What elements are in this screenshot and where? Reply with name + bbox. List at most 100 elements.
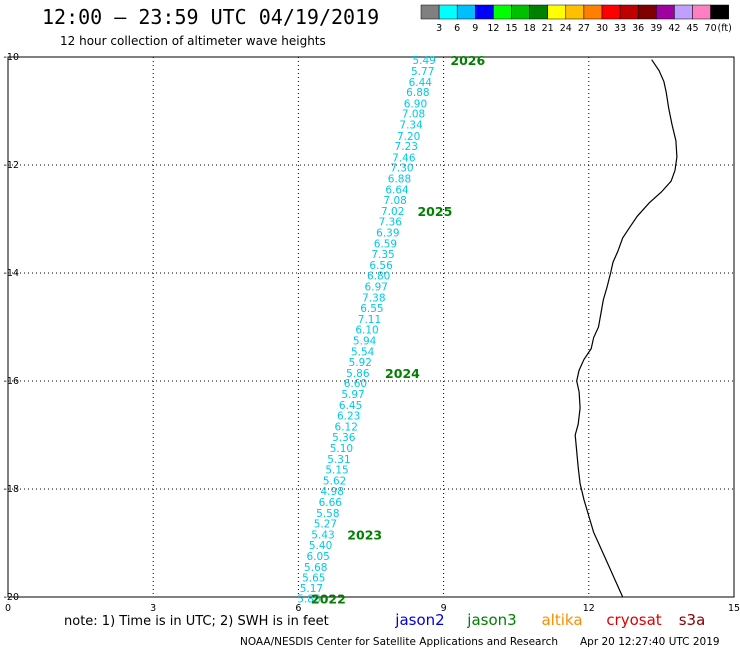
wave-height-reading: 6.80 (367, 271, 390, 283)
wave-height-reading: 5.97 (341, 389, 364, 401)
scale-swatch-12 (637, 4, 657, 20)
coastline (574, 59, 678, 598)
wave-height-reading: 6.88 (388, 174, 411, 186)
wave-height-reading: 5.92 (349, 357, 372, 369)
scale-swatch-4 (493, 4, 512, 20)
scale-swatch-3 (475, 4, 494, 20)
scale-swatch-10 (601, 4, 621, 20)
satellite-legend-altika: altika (541, 611, 582, 629)
footer-timestamp: Apr 20 12:27:40 UTC 2019 (580, 636, 720, 648)
map-grid (8, 57, 734, 597)
scale-swatch-15 (692, 4, 711, 20)
scale-label: 24 (560, 23, 572, 34)
wave-height-reading: 6.60 (344, 378, 367, 390)
coastline-path (574, 59, 678, 598)
map-title: 12:00 — 23:59 UTC 04/19/2019 (42, 5, 379, 29)
scale-swatch-13 (656, 4, 675, 20)
y-tick-label: -16 (3, 376, 19, 387)
x-tick-label: 0 (5, 603, 11, 614)
y-tick-label: -12 (3, 160, 19, 171)
scale-swatch-11 (619, 4, 639, 20)
pass-time-label: 2026 (450, 53, 485, 68)
wave-height-reading: 5.86 (346, 368, 370, 380)
map-panel: 5.495.776.446.886.907.087.347.207.237.46… (3, 52, 740, 614)
map-axes: 0 3 6 9 12 15 -10 -12 -14 -16 -18 -20 (3, 52, 740, 614)
scale-label: 39 (650, 23, 662, 34)
wave-height-reading: 7.35 (371, 249, 394, 261)
satellite-track: 5.495.776.446.886.907.087.347.207.237.46… (297, 55, 436, 605)
x-tick-label: 6 (295, 603, 301, 614)
wave-height-reading: 5.40 (309, 540, 332, 552)
satellite-legend-jason2: jason2 (394, 611, 444, 629)
wave-height-reading: 7.11 (358, 314, 381, 326)
wave-height-reading: 7.30 (390, 163, 413, 175)
wave-height-reading: 6.66 (319, 497, 343, 509)
wave-height-reading: 5.36 (332, 432, 356, 444)
scale-unit: (ft) (718, 23, 732, 34)
scale-label: 36 (632, 23, 644, 34)
wave-height-reading: 5.15 (325, 465, 348, 477)
wave-height-reading: 5.31 (327, 454, 350, 466)
scale-label: 18 (524, 23, 536, 34)
footer-note: note: 1) Time is in UTC; 2) SWH is in fe… (64, 614, 329, 629)
pass-time-label: 2022 (311, 592, 346, 607)
wave-height-reading: 5.62 (323, 475, 346, 487)
wave-height-reading: 7.20 (397, 131, 420, 143)
scale-swatch-6 (529, 4, 548, 20)
scale-label: 3 (436, 23, 442, 34)
scale-label: 30 (596, 23, 608, 34)
scale-label: 6 (454, 23, 460, 34)
wave-height-reading: 5.86 (297, 594, 321, 606)
wave-height-reading: 6.05 (306, 551, 329, 563)
wave-height-reading: 5.49 (412, 55, 435, 67)
x-tick-label: 15 (728, 603, 740, 614)
scale-swatch-7 (547, 4, 567, 20)
x-tick-label: 12 (583, 603, 595, 614)
wave-height-reading: 4.98 (321, 486, 344, 498)
scale-label: 9 (472, 23, 478, 34)
wave-height-reading: 5.65 (302, 573, 325, 585)
x-tick-label: 3 (150, 603, 156, 614)
x-tick-label: 9 (441, 603, 447, 614)
wave-height-reading: 6.56 (369, 260, 393, 272)
wave-height-reading: 5.54 (351, 346, 375, 358)
wave-height-reading: 5.58 (316, 508, 339, 520)
satellite-legend: jason2 jason3 altika cryosat s3a (394, 611, 705, 629)
wave-height-reading: 7.23 (395, 141, 418, 153)
scale-label: 70 (705, 23, 717, 34)
pass-time-label: 2024 (385, 366, 420, 381)
wave-height-reading: 7.02 (381, 206, 404, 218)
wave-height-reading: 5.10 (330, 443, 353, 455)
scale-swatch-2 (456, 4, 476, 20)
scale-swatch-0 (420, 4, 440, 20)
pass-time-label: 2023 (347, 527, 382, 542)
wave-height-reading: 5.17 (300, 583, 323, 595)
satellite-legend-cryosat: cryosat (606, 611, 661, 629)
wave-height-reading: 6.64 (385, 184, 409, 196)
y-tick-label: -10 (3, 52, 19, 63)
wave-height-reading: 5.43 (311, 529, 334, 541)
wave-height-reading: 6.45 (339, 400, 362, 412)
map-subtitle: 12 hour collection of altimeter wave hei… (60, 34, 326, 48)
wave-height-reading: 6.59 (374, 238, 397, 250)
y-tick-label: -20 (3, 592, 19, 603)
wave-height-reading: 6.88 (406, 87, 429, 99)
wave-height-reading: 6.12 (335, 421, 358, 433)
pass-time-label: 2025 (417, 204, 452, 219)
scale-label: 27 (578, 23, 590, 34)
wave-height-reading: 7.08 (402, 109, 425, 121)
wave-height-reading: 6.55 (360, 303, 383, 315)
wave-height-reading: 6.10 (355, 325, 378, 337)
wave-height-reading: 6.90 (404, 98, 427, 110)
footer-credit: NOAA/NESDIS Center for Satellite Applica… (240, 636, 558, 648)
scale-label: 42 (668, 23, 680, 34)
satellite-legend-jason3: jason3 (466, 611, 516, 629)
scale-label: 45 (686, 23, 698, 34)
y-tick-label: -18 (3, 484, 19, 495)
wave-height-reading: 7.38 (362, 292, 385, 304)
wave-height-reading: 5.27 (314, 519, 337, 531)
scale-swatch-8 (565, 4, 585, 20)
satellite-legend-s3a: s3a (679, 611, 706, 629)
wave-height-reading: 7.36 (379, 217, 403, 229)
map-frame (7, 56, 735, 598)
